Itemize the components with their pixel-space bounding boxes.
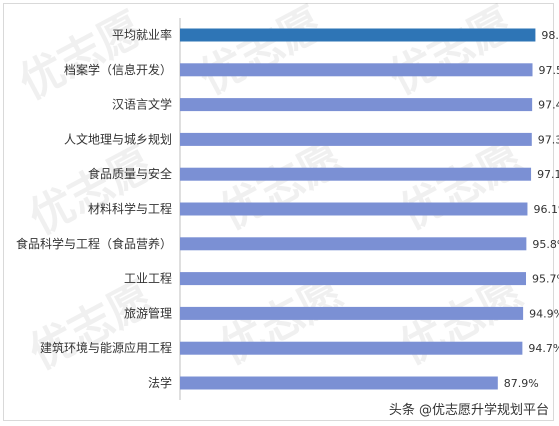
- category-label: 建筑环境与能源应用工程: [40, 340, 172, 355]
- bar: [180, 272, 527, 286]
- category-label: 食品科学与工程（食品营养）: [16, 236, 172, 251]
- value-label: 98.3%: [541, 29, 559, 42]
- watermark-text: 优志愿: [391, 133, 531, 240]
- category-label: 旅游管理: [124, 305, 172, 320]
- bar: [180, 98, 533, 112]
- credit-text: 头条 @优志愿升学规划平台: [388, 399, 549, 418]
- category-label: 档案学（信息开发）: [64, 62, 172, 77]
- bar: [180, 341, 523, 355]
- category-label: 食品质量与安全: [88, 166, 172, 181]
- value-label: 94.9%: [529, 307, 559, 320]
- bar: [180, 376, 498, 390]
- category-label: 平均就业率: [112, 27, 172, 42]
- value-label: 94.7%: [528, 342, 559, 355]
- bar: [180, 237, 527, 251]
- watermark-text: 优志愿: [21, 138, 161, 245]
- bar: [180, 202, 528, 216]
- category-label: 工业工程: [124, 271, 172, 286]
- watermark-text: 优志愿: [21, 273, 161, 380]
- value-label: 96.1%: [533, 203, 559, 216]
- value-label: 97.1%: [537, 168, 559, 181]
- category-label: 汉语言文学: [112, 97, 172, 112]
- value-label: 97.3%: [538, 133, 559, 146]
- bar: [180, 132, 532, 146]
- value-label: 95.7%: [532, 273, 559, 286]
- watermark-text: 优志愿: [381, 0, 521, 105]
- value-label: 87.9%: [504, 377, 539, 390]
- chart-frame: [3, 3, 554, 421]
- value-label: 97.4%: [538, 99, 559, 112]
- watermark-text: 优志愿: [211, 133, 351, 240]
- bar: [180, 28, 536, 42]
- category-label: 法学: [148, 375, 172, 390]
- watermark-text: 优志愿: [191, 0, 331, 105]
- category-label: 人文地理与城乡规划: [64, 131, 172, 146]
- bar: [180, 306, 524, 320]
- bar: [180, 167, 532, 181]
- bar: [180, 63, 533, 77]
- category-label: 材料科学与工程: [88, 201, 172, 216]
- value-label: 95.8%: [532, 238, 559, 251]
- value-label: 97.5%: [539, 64, 559, 77]
- watermark-text: 优志愿: [11, 3, 151, 110]
